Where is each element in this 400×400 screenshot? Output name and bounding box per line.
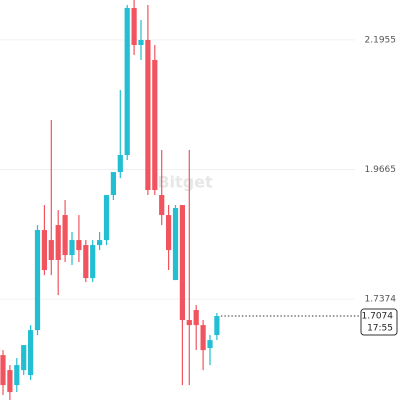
candle-body <box>159 195 165 216</box>
candles <box>0 0 220 400</box>
candle-body <box>34 230 41 331</box>
candle-body <box>172 208 179 281</box>
y-tick-label: 1.7374 <box>365 295 397 305</box>
candle-body <box>21 345 27 371</box>
candle-body <box>207 340 213 349</box>
candle-body <box>55 225 61 261</box>
candle-body <box>110 172 116 196</box>
candle-body <box>124 7 130 156</box>
candle-body <box>145 40 151 191</box>
candle-body <box>48 240 54 261</box>
candle-body <box>131 7 137 45</box>
candle-body <box>193 310 199 326</box>
current-price-label: 1.7074 <box>362 312 394 322</box>
current-price-tag <box>360 308 398 336</box>
candle-body <box>152 59 158 191</box>
candle-body <box>179 205 185 321</box>
candle-body <box>14 365 20 386</box>
candle-body <box>214 316 220 336</box>
watermark: Bitget <box>157 173 213 192</box>
candle-body <box>76 240 82 251</box>
candle-body <box>7 370 13 393</box>
candle-body <box>90 245 96 279</box>
candle-body <box>41 230 47 271</box>
candle-body <box>138 40 144 45</box>
price-axis: 1.7374 1.9665 2.1955 1.7074 17:55 <box>220 35 398 336</box>
candle-body <box>103 195 110 241</box>
candle-body <box>62 215 68 256</box>
candle-body <box>166 215 172 251</box>
y-tick-label: 1.9665 <box>365 165 397 175</box>
candle-body <box>83 245 89 279</box>
candle-body <box>28 330 34 376</box>
candle-body <box>200 325 206 351</box>
candle-body <box>69 240 75 256</box>
candle-body <box>186 320 192 326</box>
countdown-label: 17:55 <box>367 324 393 334</box>
candle-body <box>117 155 123 173</box>
grid <box>0 39 355 300</box>
candle-body <box>97 240 103 246</box>
y-tick-label: 2.1955 <box>365 35 397 45</box>
candle-body <box>0 355 6 386</box>
